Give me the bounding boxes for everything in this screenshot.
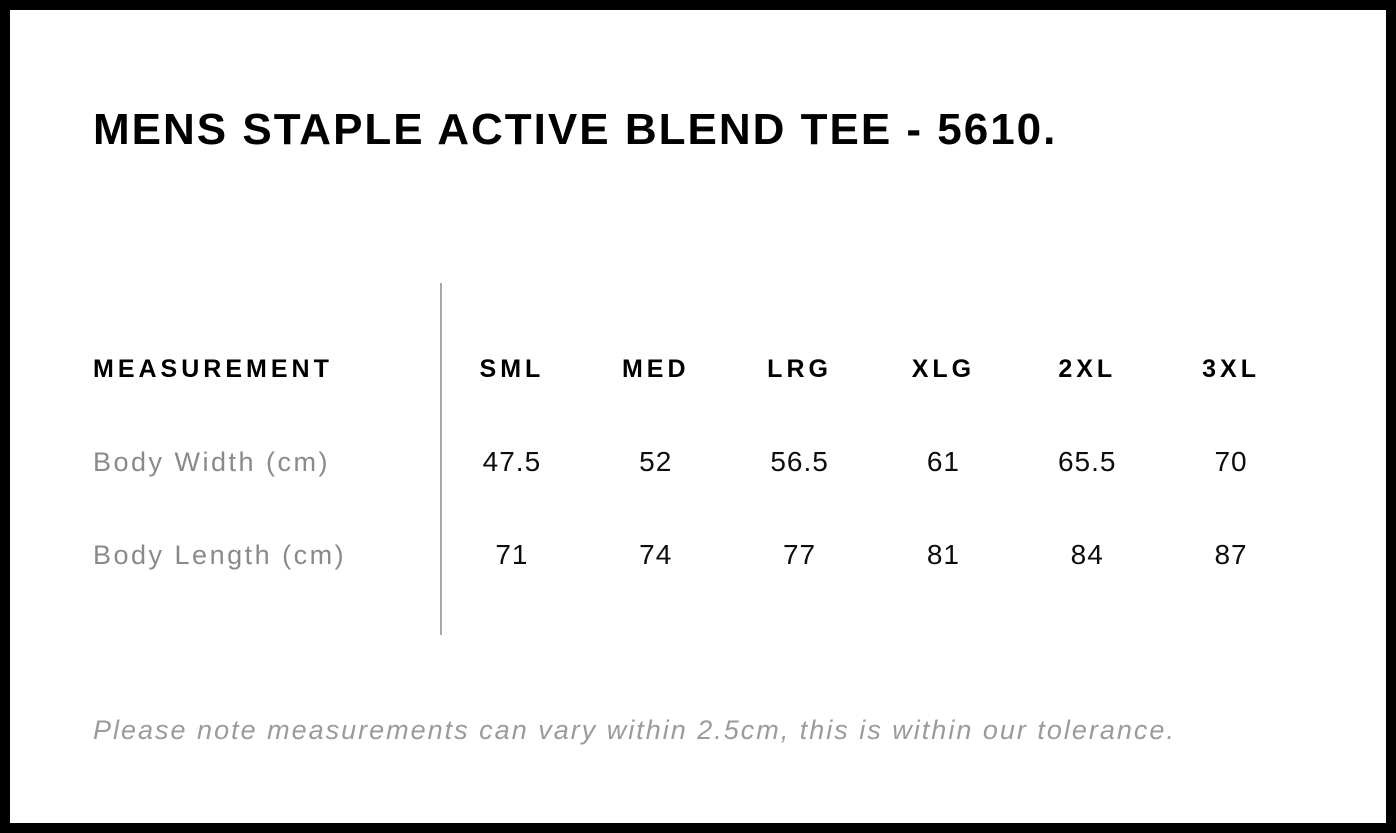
column-header-2xl: 2XL xyxy=(1058,354,1117,383)
table-cell-body-width-med: 52 xyxy=(639,446,673,478)
table-cell-body-length-xlg: 81 xyxy=(926,539,960,571)
vertical-divider xyxy=(440,282,442,635)
table-cell-body-width-3xl: 70 xyxy=(1214,446,1248,478)
tolerance-note: Please note measurements can vary within… xyxy=(93,714,1176,745)
page-title: MENS STAPLE ACTIVE BLEND TEE - 5610. xyxy=(93,105,1058,154)
column-header-med: MED xyxy=(621,354,690,383)
row-label-body-length: Body Length (cm) xyxy=(93,539,347,570)
table-cell-body-length-sml: 71 xyxy=(495,539,529,571)
table-cell-body-width-xlg: 61 xyxy=(926,446,960,478)
column-header-xlg: XLG xyxy=(911,354,976,383)
table-cell-body-length-3xl: 87 xyxy=(1214,539,1248,571)
table-cell-body-width-sml: 47.5 xyxy=(482,446,542,478)
table-cell-body-length-lrg: 77 xyxy=(782,539,817,571)
table-cell-body-length-med: 74 xyxy=(639,539,673,571)
column-header-measurement: MEASUREMENT xyxy=(93,354,333,383)
column-header-3xl: 3XL xyxy=(1202,354,1260,383)
column-header-sml: SML xyxy=(479,354,545,383)
table-cell-body-width-2xl: 65.5 xyxy=(1057,446,1117,478)
table-cell-body-length-2xl: 84 xyxy=(1070,539,1104,571)
table-cell-body-width-lrg: 56.5 xyxy=(770,446,829,478)
column-header-lrg: LRG xyxy=(767,354,832,383)
size-chart-table: MEASUREMENT SML MED LRG XLG 2XL 3XL Body… xyxy=(93,282,1303,635)
row-label-body-width: Body Width (cm) xyxy=(93,446,331,477)
